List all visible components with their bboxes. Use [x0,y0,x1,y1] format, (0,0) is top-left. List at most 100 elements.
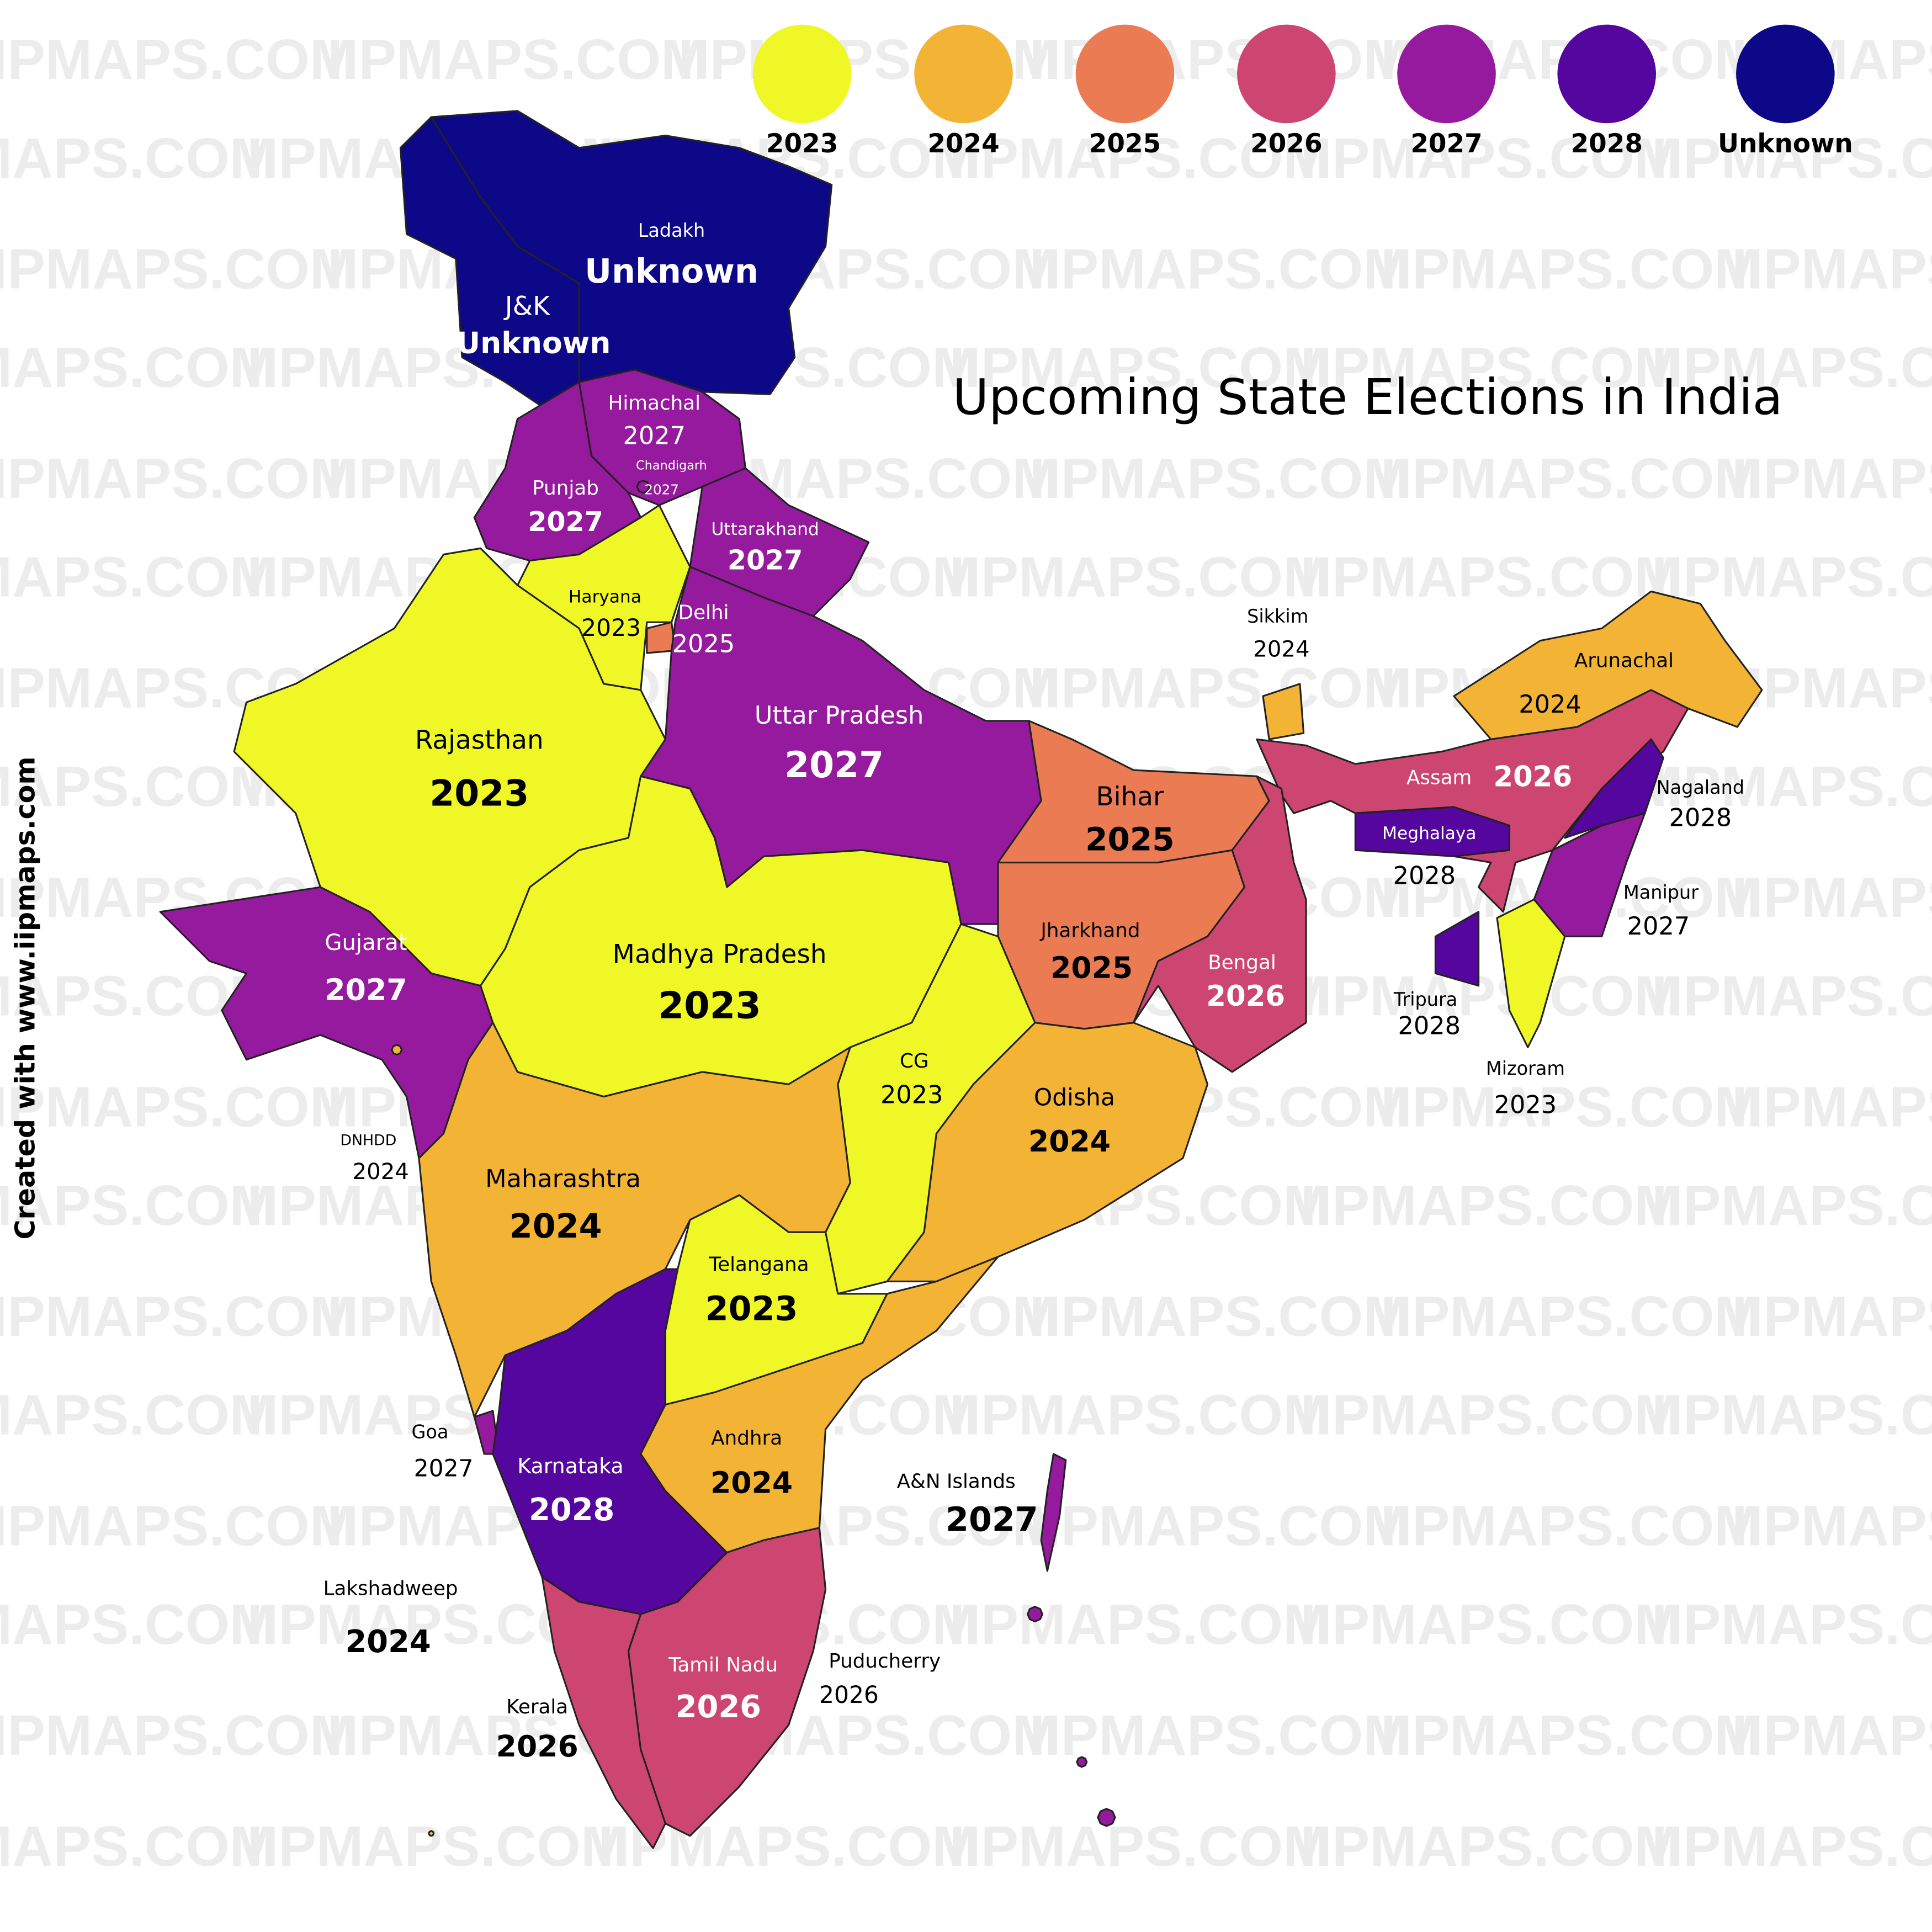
region-name: Bihar [1096,782,1164,812]
watermark: IIPMAPS.COM [1029,1494,1410,1557]
region-name: Tamil Nadu [668,1654,778,1676]
watermark: IIPMAPS.COM [1029,1703,1410,1767]
legend-swatch [1736,24,1835,124]
region-name: Arunachal [1574,650,1674,672]
region-name: Nagaland [1657,777,1745,798]
watermark: IIPMAPS.COM [1381,1285,1761,1348]
region-name: Bengal [1208,952,1276,974]
watermark: IIPMAPS.COM [1029,656,1410,720]
region-year: 2023 [429,773,529,815]
watermark: IIPMAPS.COM [0,336,277,399]
watermark: IIPMAPS.COM [1029,447,1410,510]
region-name: Chandigarh [636,458,707,473]
watermark: IIPMAPS.COM [949,336,1330,399]
region-year: 2028 [529,1492,614,1528]
region-name: Sikkim [1247,606,1308,627]
region-name: Lakshadweep [323,1577,458,1600]
region-year: 2027 [946,1500,1038,1539]
watermark: IIPMAPS.COM [0,28,357,91]
watermark: IIPMAPS.COM [949,1814,1330,1878]
region-name: Kerala [506,1696,568,1718]
region-year: 2025 [1050,950,1133,985]
region-year: 2026 [676,1689,761,1725]
region-shape [1262,683,1305,740]
legend-label: 2026 [1250,129,1322,159]
region-name: J&K [503,291,550,322]
legend-label: 2028 [1571,129,1643,159]
region-year: 2024 [353,1159,409,1185]
region-name: Punjab [532,477,599,500]
region-name: Goa [412,1421,449,1442]
region-year: 2024 [710,1465,793,1500]
watermark: IIPMAPS.COM [1652,1383,1932,1447]
region-name: Odisha [1034,1085,1115,1112]
watermark: IIPMAPS.COM [1301,1593,1681,1656]
region-year: 2026 [1206,980,1285,1013]
watermark: IIPMAPS.COM [0,1285,357,1348]
region-name: Uttarakhand [712,519,819,539]
watermark: IIPMAPS.COM [1301,126,1681,190]
region-shape [1027,1606,1043,1623]
region-year: 2027 [528,506,603,538]
region-year: 2023 [705,1290,798,1329]
region-shape [1076,1756,1088,1768]
watermark: IIPMAPS.COM [0,237,357,301]
region-name: Uttar Pradesh [755,701,924,730]
region-name: Haryana [569,587,641,607]
watermark: IIPMAPS.COM [949,1593,1330,1656]
watermark: IIPMAPS.COM [1301,545,1681,609]
watermark: IIPMAPS.COM [1029,1285,1410,1348]
region-name: Meghalaya [1382,824,1476,843]
watermark: IIPMAPS.COM [1652,126,1932,190]
watermark: IIPMAPS.COM [1301,1383,1681,1447]
region-shape [1040,1453,1067,1572]
watermark: IIPMAPS.COM [1652,1174,1932,1237]
region-year: 2024 [345,1624,431,1660]
region-year: 2027 [644,481,678,497]
region-name: Delhi [678,602,729,624]
region-shape [636,479,650,494]
region-year: Unknown [585,252,758,291]
map-title: Upcoming State Elections in India [953,369,1783,426]
legend-swatch [1237,24,1336,124]
region-name: Puducherry [829,1650,941,1673]
region-shape [1256,689,1689,913]
legend-swatch [1557,24,1656,124]
region-shape [1434,911,1480,987]
region-year: 2027 [325,973,407,1007]
watermark: IIPMAPS.COM [1652,336,1932,399]
watermark: IIPMAPS.COM [0,1703,357,1767]
region-year: 2023 [659,984,761,1027]
watermark: IIPMAPS.COM [1652,964,1932,1028]
region-year: 2026 [1493,761,1572,794]
watermark: IIPMAPS.COM [1732,1285,1932,1348]
region-year: 2025 [672,630,735,659]
watermark: IIPMAPS.COM [1732,656,1932,720]
watermark: IIPMAPS.COM [1301,1814,1681,1878]
watermark: IIPMAPS.COM [0,1174,277,1237]
watermark: IIPMAPS.COM [949,545,1330,609]
watermark: IIPMAPS.COM [1732,237,1932,301]
watermark: IIPMAPS.COM [0,126,277,190]
watermark: IIPMAPS.COM [0,447,357,510]
region-shape [1133,775,1307,1073]
watermark: IIPMAPS.COM [1029,237,1410,301]
region-year: 2027 [784,745,884,786]
region-name: Jharkhand [1039,920,1140,942]
legend-label: 2027 [1410,129,1482,159]
region-shape [1354,806,1510,857]
watermark: IIPMAPS.COM [1301,1174,1681,1237]
region-shape [541,1576,666,1849]
legend: 2023 2024 2025 2026 2027 2028 Unknown [752,24,1853,159]
watermark: IIPMAPS.COM [1732,447,1932,510]
region-name: DNHDD [340,1132,396,1149]
region-year: 2024 [1028,1124,1111,1159]
watermark: IIPMAPS.COM [1652,1593,1932,1656]
region-name: Ladakh [638,220,705,241]
region-year: 2028 [1393,861,1456,890]
watermark: IIPMAPS.COM [0,1814,277,1878]
credit: Created with www.iipmaps.com [9,757,41,1240]
region-name: Madhya Pradesh [613,940,827,970]
watermark: IIPMAPS.COM [0,545,277,609]
